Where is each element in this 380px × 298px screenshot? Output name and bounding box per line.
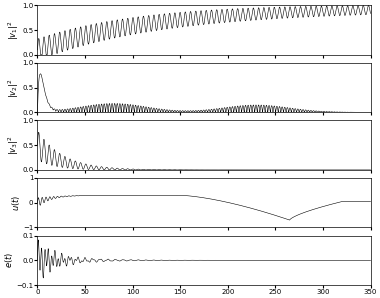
Y-axis label: $e(t)$: $e(t)$ (3, 252, 15, 268)
Y-axis label: $|v_1|^2$: $|v_1|^2$ (6, 20, 21, 40)
Y-axis label: $u(t)$: $u(t)$ (10, 195, 22, 211)
Y-axis label: $|v_3|^2$: $|v_3|^2$ (6, 135, 21, 155)
Y-axis label: $|v_2|^2$: $|v_2|^2$ (6, 78, 21, 97)
